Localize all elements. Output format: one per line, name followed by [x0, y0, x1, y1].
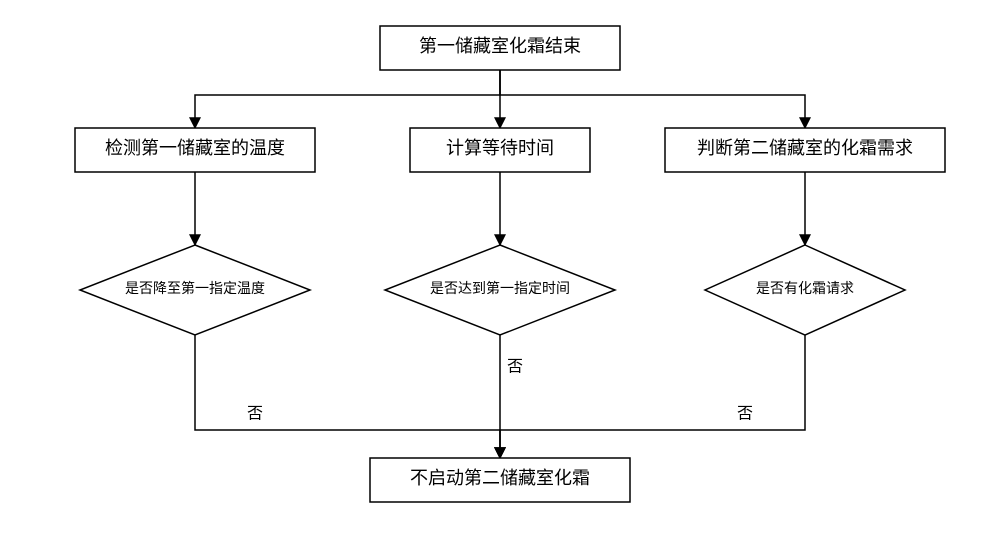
edge [195, 335, 500, 458]
edge-label: 否 [247, 406, 263, 423]
edge [195, 70, 500, 128]
flow-node-label-p1: 检测第一储藏室的温度 [105, 138, 285, 158]
flow-node-label-start: 第一储藏室化霜结束 [419, 36, 581, 56]
flow-node-label-end: 不启动第二储藏室化霜 [410, 468, 590, 488]
edge-label: 否 [737, 406, 753, 423]
edge-label: 否 [507, 359, 523, 376]
flow-node-label-p2: 计算等待时间 [446, 138, 554, 158]
flow-decision-label-d3: 是否有化霜请求 [756, 281, 854, 297]
edge [500, 335, 805, 458]
flowchart-canvas: 否否否第一储藏室化霜结束检测第一储藏室的温度计算等待时间判断第二储藏室的化霜需求… [0, 0, 1000, 540]
flow-decision-label-d1: 是否降至第一指定温度 [125, 280, 265, 297]
edge [500, 70, 805, 128]
flow-node-label-p3: 判断第二储藏室的化霜需求 [697, 138, 913, 158]
flow-decision-label-d2: 是否达到第一指定时间 [430, 280, 570, 297]
